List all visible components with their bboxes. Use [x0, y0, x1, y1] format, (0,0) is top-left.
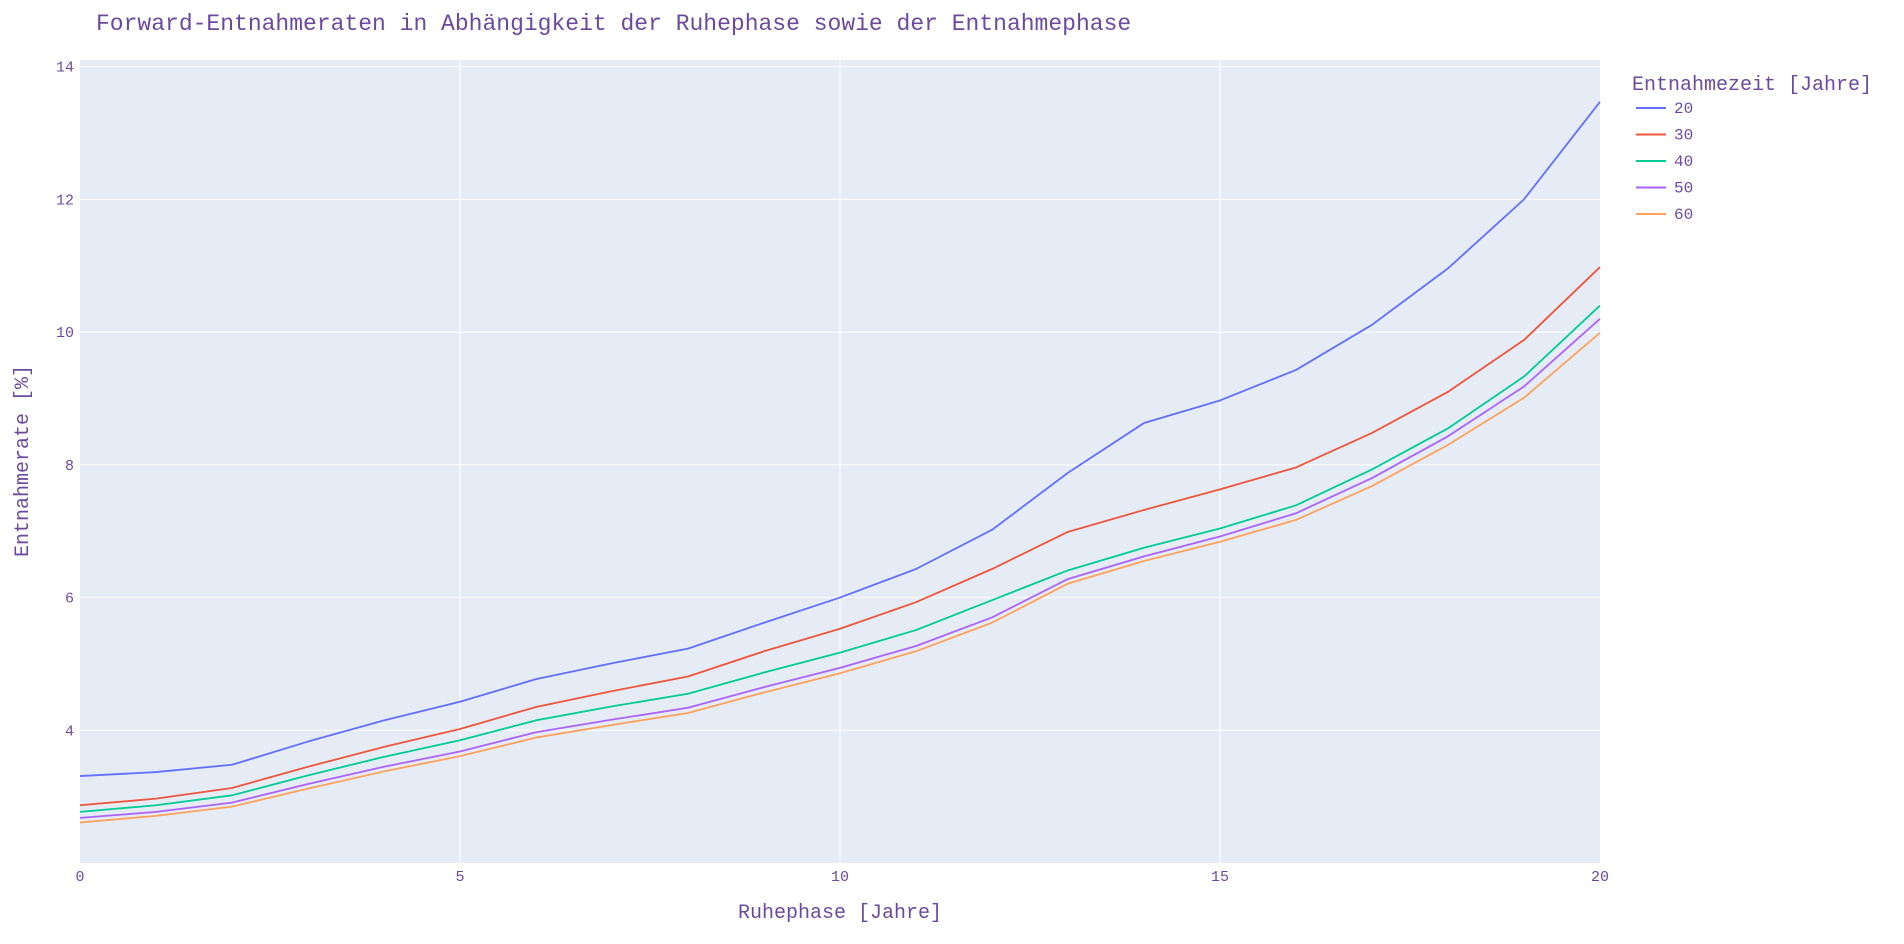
x-tick-label: 20 [1591, 869, 1609, 886]
series-line-40 [79, 304, 1601, 813]
legend-title: Entnahmezeit [Jahre] [1632, 74, 1872, 97]
y-tick-label: 12 [56, 192, 74, 209]
legend-label-50[interactable]: 50 [1674, 180, 1693, 198]
y-tick-label: 4 [65, 723, 74, 740]
x-tick-label: 10 [831, 869, 849, 886]
legend-label-60[interactable]: 60 [1674, 206, 1693, 224]
legend-label-30[interactable]: 30 [1674, 127, 1693, 145]
series-line-60 [79, 332, 1601, 824]
series-line-50 [79, 318, 1601, 819]
legend: Entnahmezeit [Jahre] 20 30 40 50 60 [1632, 74, 1872, 224]
x-axis-title: Ruhephase [Jahre] [738, 902, 942, 925]
y-tick-label: 8 [65, 458, 74, 475]
y-tick-label: 6 [65, 591, 74, 608]
series-line-20 [79, 101, 1601, 777]
y-tick-label: 10 [56, 325, 74, 342]
x-tick-label: 15 [1211, 869, 1229, 886]
series-line-30 [79, 266, 1601, 807]
y-gridlines [80, 66, 1600, 731]
series-lines [79, 101, 1601, 824]
y-tick-labels: 4 6 8 10 12 14 [56, 60, 74, 741]
legend-label-40[interactable]: 40 [1674, 153, 1693, 171]
x-tick-label: 0 [75, 869, 84, 886]
y-axis-title: Entnahmerate [%] [12, 365, 35, 557]
x-tick-labels: 0 5 10 15 20 [75, 869, 1609, 886]
legend-label-20[interactable]: 20 [1674, 100, 1693, 118]
chart-title: Forward-Entnahmeraten in Abhängigkeit de… [96, 11, 1131, 37]
y-tick-label: 14 [56, 60, 74, 77]
x-tick-label: 5 [455, 869, 464, 886]
